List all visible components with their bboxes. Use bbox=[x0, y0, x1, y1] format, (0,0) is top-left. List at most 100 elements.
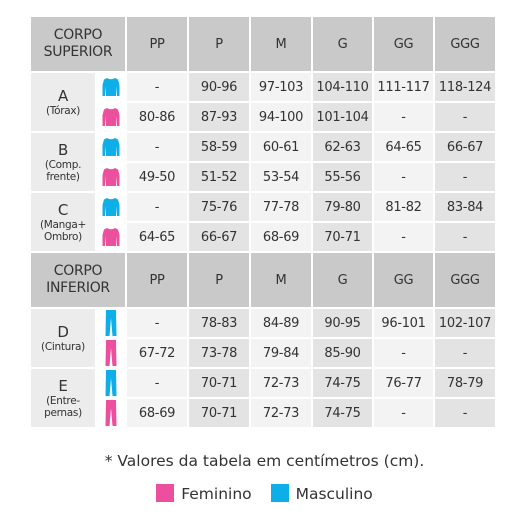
measure-letter: D bbox=[57, 322, 69, 341]
table-row: 68-69 70-71 72-73 74-75- - bbox=[31, 399, 497, 429]
table-row: D (Cintura) -78-83 84-89 90-95 96-101 102-107 bbox=[31, 309, 497, 369]
table-row: C (Manga+ Ombro) -75-76 77-78 79-80 81-82 83-84 bbox=[31, 193, 497, 253]
size-header-ggg: GGG bbox=[435, 253, 497, 309]
size-value-cell: 64-65 bbox=[374, 133, 435, 163]
size-value-cell: 80-86 bbox=[127, 103, 189, 133]
size-value-cell: 68-69 bbox=[127, 399, 189, 429]
table-row: B (Comp. frente) -58-59 60-61 62-63 64-65 66-67 bbox=[31, 133, 497, 193]
lower-title-line1: CORPO bbox=[53, 263, 103, 279]
size-value-cell: 67-72 bbox=[127, 339, 189, 369]
measure-letter: C bbox=[57, 200, 69, 219]
masculino-swatch bbox=[270, 484, 289, 502]
size-value-cell: 90-95 bbox=[313, 309, 374, 339]
measure-label-e: E (Entre-pernas) bbox=[31, 369, 97, 429]
measure-letter: E bbox=[58, 376, 68, 395]
measure-label-d: D (Cintura) bbox=[31, 309, 97, 369]
size-value-cell: 102-107 bbox=[435, 309, 497, 339]
size-value-cell: - bbox=[127, 133, 189, 163]
size-value-cell: 53-54 bbox=[251, 163, 313, 193]
measure-label-b: B (Comp. frente) bbox=[31, 133, 97, 193]
size-value-cell: 85-90 bbox=[313, 339, 374, 369]
size-value-cell: 55-56 bbox=[313, 163, 374, 193]
measure-desc: (Cintura) bbox=[41, 340, 85, 353]
table-row: 49-50 51-52 53-54 55-56- - bbox=[31, 163, 497, 193]
table-row: A (Tórax) -90-96 97-103 104-110 111-117 118-12… bbox=[31, 73, 497, 133]
footnote: * Valores da tabela em centímetros (cm). bbox=[104, 452, 425, 470]
lower-title-line2: INFERIOR bbox=[46, 280, 110, 296]
shirt-masculino-icon bbox=[97, 193, 127, 223]
size-value-cell: 90-96 bbox=[189, 73, 251, 103]
size-header-p: P bbox=[189, 17, 251, 73]
size-value-cell: 94-100 bbox=[251, 103, 313, 133]
size-value-cell: 72-73 bbox=[251, 399, 313, 429]
size-value-cell: 66-67 bbox=[435, 133, 497, 163]
size-value-cell: 79-84 bbox=[251, 339, 313, 369]
size-value-cell: 118-124 bbox=[435, 73, 497, 103]
size-value-cell: - bbox=[435, 399, 497, 429]
legend-label-feminino: Feminino bbox=[181, 485, 252, 503]
size-value-cell: 68-69 bbox=[251, 223, 313, 253]
size-value-cell: - bbox=[374, 399, 435, 429]
size-value-cell: 74-75 bbox=[313, 369, 374, 399]
size-value-cell: 79-80 bbox=[313, 193, 374, 223]
table-row: E (Entre-pernas) -70-71 72-73 74-75 76-77 78-7… bbox=[31, 369, 497, 429]
pants-masculino-icon bbox=[97, 309, 127, 339]
legend: Feminino Masculino bbox=[0, 484, 529, 503]
legend-item-masculino: Masculino bbox=[270, 484, 373, 503]
size-value-cell: 62-63 bbox=[313, 133, 374, 163]
size-value-cell: 77-78 bbox=[251, 193, 313, 223]
size-value-cell: 74-75 bbox=[313, 399, 374, 429]
size-header-gg: GG bbox=[374, 17, 435, 73]
size-header-ggg: GGG bbox=[435, 17, 497, 73]
size-value-cell: 70-71 bbox=[313, 223, 374, 253]
size-value-cell: 81-82 bbox=[374, 193, 435, 223]
size-header-gg: GG bbox=[374, 253, 435, 309]
size-header-m: M bbox=[251, 17, 313, 73]
upper-title-line1: CORPO bbox=[53, 27, 103, 43]
measure-desc: (Tórax) bbox=[45, 104, 81, 117]
shirt-feminino-icon bbox=[97, 103, 127, 133]
size-value-cell: 87-93 bbox=[189, 103, 251, 133]
size-header-g: G bbox=[313, 17, 374, 73]
upper-header-row: CORPO SUPERIOR PP P M G GG GGG bbox=[31, 17, 497, 73]
size-value-cell: 78-79 bbox=[435, 369, 497, 399]
size-value-cell: - bbox=[127, 369, 189, 399]
lower-header-row: CORPO INFERIOR PP P M G GG GGG bbox=[31, 253, 497, 309]
feminino-swatch bbox=[156, 484, 175, 502]
size-value-cell: 70-71 bbox=[189, 369, 251, 399]
size-value-cell: 83-84 bbox=[435, 193, 497, 223]
measure-desc: (Comp. bbox=[44, 158, 82, 171]
size-value-cell: 76-77 bbox=[374, 369, 435, 399]
size-value-cell: - bbox=[435, 339, 497, 369]
size-value-cell: 111-117 bbox=[374, 73, 435, 103]
size-value-cell: 51-52 bbox=[189, 163, 251, 193]
shirt-feminino-icon bbox=[97, 223, 127, 253]
legend-item-feminino: Feminino bbox=[156, 484, 252, 503]
size-value-cell: 96-101 bbox=[374, 309, 435, 339]
size-value-cell: 75-76 bbox=[189, 193, 251, 223]
shirt-masculino-icon bbox=[97, 133, 127, 163]
size-header-g: G bbox=[313, 253, 374, 309]
size-value-cell: 66-67 bbox=[189, 223, 251, 253]
size-value-cell: 101-104 bbox=[313, 103, 374, 133]
size-value-cell: 64-65 bbox=[127, 223, 189, 253]
size-value-cell: 84-89 bbox=[251, 309, 313, 339]
lower-title: CORPO INFERIOR bbox=[31, 253, 127, 309]
size-value-cell: 78-83 bbox=[189, 309, 251, 339]
size-value-cell: 97-103 bbox=[251, 73, 313, 103]
pants-feminino-icon bbox=[97, 339, 127, 369]
size-value-cell: - bbox=[127, 309, 189, 339]
size-value-cell: 58-59 bbox=[189, 133, 251, 163]
size-value-cell: - bbox=[127, 193, 189, 223]
size-header-pp: PP bbox=[127, 17, 189, 73]
measure-label-a: A (Tórax) bbox=[31, 73, 97, 133]
measure-desc: (Manga+ bbox=[39, 218, 87, 231]
size-value-cell: - bbox=[435, 103, 497, 133]
size-value-cell: 72-73 bbox=[251, 369, 313, 399]
upper-title: CORPO SUPERIOR bbox=[31, 17, 127, 73]
size-value-cell: - bbox=[127, 73, 189, 103]
size-value-cell: 73-78 bbox=[189, 339, 251, 369]
size-header-m: M bbox=[251, 253, 313, 309]
measure-desc: (Entre- bbox=[46, 394, 80, 407]
size-header-pp: PP bbox=[127, 253, 189, 309]
